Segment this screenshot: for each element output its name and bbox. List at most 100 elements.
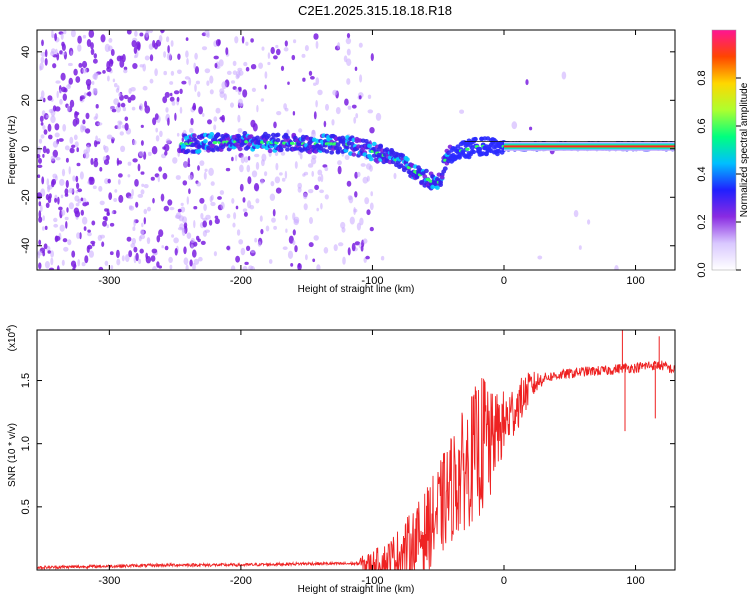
- heatmap-cell: [77, 44, 82, 52]
- heatmap-cell: [247, 155, 251, 161]
- heatmap-cell: [276, 111, 282, 116]
- heatmap-cell: [347, 195, 353, 201]
- heatmap-cell: [245, 41, 249, 46]
- heatmap-cell: [70, 50, 73, 56]
- heatmap-cell: [87, 232, 92, 237]
- heatmap-cell: [40, 90, 45, 99]
- ridge-peak: [425, 177, 431, 182]
- heatmap-cell: [133, 46, 138, 54]
- heatmap-cell: [177, 69, 182, 75]
- heatmap-cell: [287, 250, 294, 259]
- heatmap-cell: [199, 160, 205, 167]
- heatmap-cell: [117, 120, 122, 125]
- heatmap-cell: [146, 237, 151, 245]
- heatmap-cell: [393, 172, 397, 180]
- heatmap-cell: [74, 195, 80, 202]
- heatmap-cell: [317, 176, 322, 182]
- heatmap-cell: [369, 202, 374, 211]
- heatmap-cell: [61, 86, 67, 93]
- heatmap-cell: [54, 132, 60, 138]
- heatmap-cell: [39, 115, 44, 123]
- heatmap-cell: [61, 168, 66, 177]
- heatmap-cell: [86, 39, 92, 47]
- heatmap-cell: [141, 222, 144, 228]
- ridge-cell: [424, 168, 429, 174]
- heatmap-cell: [175, 175, 181, 180]
- heatmap-cell: [226, 245, 231, 251]
- heatmap-cell: [302, 77, 306, 82]
- heatmap-cell: [79, 95, 86, 100]
- heatmap-cell: [192, 105, 196, 111]
- heatmap-cell: [75, 117, 80, 125]
- heatmap-cell: [192, 249, 197, 258]
- heatmap-cell: [261, 153, 267, 162]
- heatmap-cell: [182, 216, 187, 224]
- heatmap-cell: [149, 78, 154, 84]
- heatmap-cell: [79, 171, 84, 180]
- heatmap-cell: [232, 222, 236, 228]
- heatmap-cell: [291, 54, 296, 61]
- heatmap-cell: [124, 122, 129, 131]
- heatmap-cell: [196, 181, 202, 187]
- heatmap-cell: [53, 223, 59, 228]
- heatmap-cell: [181, 228, 186, 237]
- heatmap-cell: [91, 242, 95, 247]
- heatmap-cell: [150, 255, 156, 262]
- heatmap-cell: [95, 141, 101, 145]
- heatmap-cell: [242, 265, 248, 270]
- heatmap-cell: [46, 148, 50, 154]
- heatmap-cell: [48, 134, 53, 140]
- heatmap-cell: [213, 116, 218, 122]
- heatmap-cell: [273, 55, 278, 60]
- heatmap-cell: [135, 252, 139, 262]
- heatmap-cell: [165, 138, 171, 144]
- heatmap-cell: [152, 266, 157, 270]
- heatmap-cell: [37, 174, 41, 178]
- heatmap-cell: [308, 189, 314, 194]
- heatmap-cell: [332, 89, 338, 96]
- heatmap-cell: [121, 255, 125, 262]
- heatmap-cell: [213, 55, 219, 60]
- heatmap-cell: [353, 208, 358, 213]
- heatmap-cell: [316, 207, 320, 212]
- heatmap-cell: [614, 265, 619, 270]
- heatmap-cell: [126, 30, 132, 35]
- ridge-cell: [439, 175, 445, 180]
- heatmap-cell: [110, 59, 114, 65]
- heatmap-cell: [235, 87, 239, 92]
- heatmap-cell: [311, 170, 315, 177]
- heatmap-cell: [315, 77, 320, 85]
- heatmap-cell: [44, 261, 50, 269]
- heatmap-cell: [183, 161, 188, 169]
- heatmap-cell: [247, 200, 252, 209]
- heatmap-cell: [293, 216, 300, 224]
- heatmap-cell: [303, 203, 308, 211]
- heatmap-cell: [185, 37, 189, 41]
- spectrogram-frame: [36, 29, 676, 271]
- heatmap-cell: [126, 236, 132, 242]
- heatmap-cell: [177, 227, 184, 231]
- heatmap-cell: [81, 262, 86, 267]
- heatmap-cell: [80, 197, 84, 202]
- heatmap-cell: [250, 38, 254, 43]
- heatmap-cell: [561, 71, 567, 80]
- bottom-x-ticks: -300 -200 -100 0 100: [98, 330, 645, 587]
- heatmap-cell: [370, 191, 374, 197]
- heatmap-cell: [346, 180, 352, 187]
- heatmap-cell: [54, 106, 61, 112]
- heatmap-cell: [39, 204, 43, 212]
- heatmap-cell: [112, 78, 116, 83]
- heatmap-cell: [82, 202, 88, 207]
- heatmap-cell: [459, 109, 465, 114]
- heatmap-cell: [281, 177, 286, 182]
- heatmap-cell: [160, 193, 165, 202]
- heatmap-cell: [183, 257, 189, 266]
- heatmap-cell: [370, 53, 374, 62]
- snr-multiplier-text: (x104): [6, 325, 18, 352]
- heatmap-cell: [137, 163, 141, 172]
- heatmap-cell: [308, 70, 313, 76]
- heatmap-cell: [345, 37, 352, 45]
- heatmap-cell: [264, 84, 267, 90]
- heatmap-cell: [84, 152, 90, 159]
- heatmap-cell: [194, 83, 197, 92]
